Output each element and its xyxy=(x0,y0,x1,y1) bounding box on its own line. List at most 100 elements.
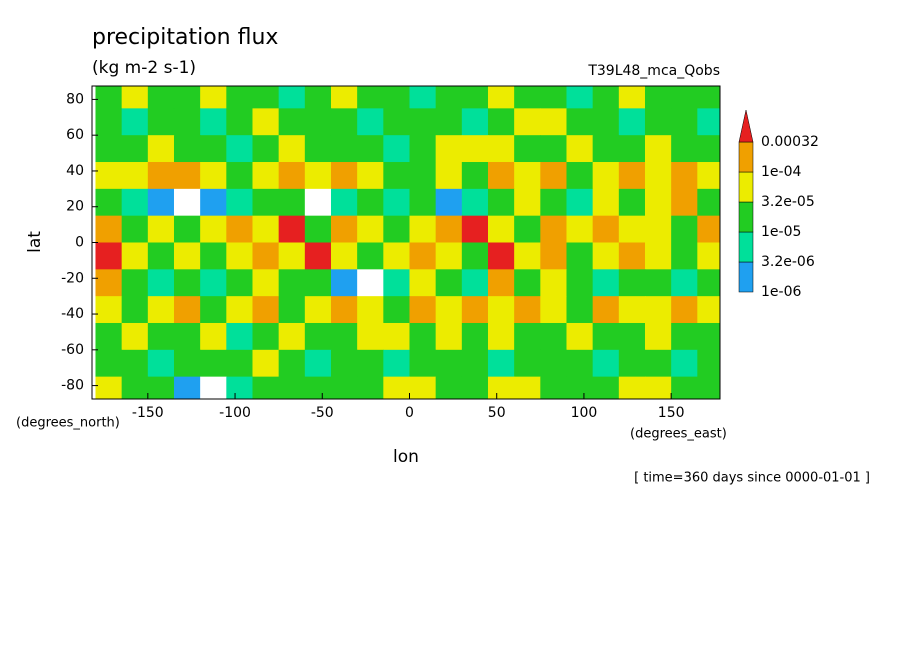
contour-cell xyxy=(330,188,358,217)
contour-cell xyxy=(95,322,123,351)
contour-cell xyxy=(592,215,620,243)
contour-cell xyxy=(514,322,541,351)
contour-cell xyxy=(252,215,280,243)
contour-cell xyxy=(644,108,672,136)
contour-cell xyxy=(147,242,175,270)
contour-cell xyxy=(357,269,384,297)
contour-cell xyxy=(226,322,253,351)
contour-cell xyxy=(435,269,463,297)
contour-cell xyxy=(618,269,646,297)
experiment-label: T39L48_mca_Qobs xyxy=(587,63,720,79)
contour-cell xyxy=(95,135,123,163)
contour-cell xyxy=(487,242,515,270)
contour-cell xyxy=(330,135,358,163)
contour-cell xyxy=(200,135,227,163)
contour-cell xyxy=(618,86,646,109)
contour-cell xyxy=(357,162,384,190)
contour-cell xyxy=(487,296,515,324)
contour-cell xyxy=(566,188,594,217)
contour-cell xyxy=(461,322,489,351)
contour-cell xyxy=(644,242,672,270)
contour-cell xyxy=(330,86,358,109)
colorbar-label: 3.2e-05 xyxy=(761,194,815,210)
contour-cell xyxy=(592,322,620,351)
contour-cell xyxy=(95,349,123,378)
contour-cell xyxy=(121,86,149,109)
contour-cell xyxy=(278,322,306,351)
contour-cell xyxy=(330,349,358,378)
contour-cell xyxy=(435,135,463,163)
contour-cell xyxy=(566,376,594,399)
contour-cell xyxy=(173,215,201,243)
colorbar-box xyxy=(738,171,754,203)
contour-cell xyxy=(514,242,541,270)
contour-cell xyxy=(592,269,620,297)
contour-cell xyxy=(252,135,280,163)
contour-cell xyxy=(304,322,332,351)
contour-cell xyxy=(671,269,698,297)
contour-cell xyxy=(618,162,646,190)
contour-cell xyxy=(409,376,437,399)
contour-cell xyxy=(252,349,280,378)
contour-cell xyxy=(252,108,280,136)
contour-cell xyxy=(226,376,253,399)
contour-cell xyxy=(540,135,567,163)
colorbar-box xyxy=(738,141,754,173)
contour-cell xyxy=(487,108,515,136)
contour-cell xyxy=(226,86,253,109)
contour-cell xyxy=(592,108,620,136)
contour-cell xyxy=(409,215,437,243)
contour-cell xyxy=(252,86,280,109)
contour-cell xyxy=(697,162,720,190)
contour-cell xyxy=(514,215,541,243)
contour-cell xyxy=(121,349,149,378)
colorbar-arrow xyxy=(738,109,754,143)
contour-cell xyxy=(671,242,698,270)
x-tick-label: -100 xyxy=(219,405,251,421)
x-tick-label: 0 xyxy=(405,405,414,421)
contour-cell xyxy=(618,376,646,399)
contour-cell xyxy=(697,349,720,378)
contour-cell xyxy=(592,86,620,109)
contour-cell xyxy=(514,188,541,217)
contour-cell xyxy=(566,296,594,324)
contour-cell xyxy=(95,162,123,190)
contour-cell xyxy=(409,242,437,270)
contour-cell xyxy=(409,108,437,136)
contour-cell xyxy=(173,135,201,163)
contour-cell xyxy=(618,349,646,378)
contour-cell xyxy=(644,296,672,324)
contour-cell xyxy=(409,269,437,297)
contour-cell xyxy=(173,349,201,378)
contour-cell xyxy=(330,242,358,270)
contour-cell xyxy=(697,108,720,136)
contour-cell xyxy=(461,269,489,297)
y-tick-label: 40 xyxy=(66,163,84,179)
contour-cell xyxy=(540,242,567,270)
contour-cell xyxy=(357,349,384,378)
contour-cell xyxy=(357,242,384,270)
contour-cell xyxy=(304,86,332,109)
contour-cell xyxy=(566,242,594,270)
contour-cell xyxy=(121,135,149,163)
contour-cell xyxy=(330,162,358,190)
contour-cell xyxy=(173,188,201,217)
contour-cell xyxy=(461,135,489,163)
contour-cell xyxy=(566,215,594,243)
contour-cell xyxy=(95,269,123,297)
contour-cell xyxy=(330,269,358,297)
contour-cell xyxy=(540,162,567,190)
contour-cell xyxy=(200,376,227,399)
contour-cell xyxy=(697,86,720,109)
contour-cell xyxy=(95,376,123,399)
contour-cell xyxy=(566,349,594,378)
contour-cell xyxy=(278,376,306,399)
contour-cell xyxy=(383,188,410,217)
contour-cell xyxy=(540,269,567,297)
contour-cell xyxy=(304,296,332,324)
contour-cell xyxy=(278,296,306,324)
contour-cell xyxy=(618,322,646,351)
colorbar-box xyxy=(738,231,754,263)
contour-cell xyxy=(383,86,410,109)
contour-cell xyxy=(671,86,698,109)
